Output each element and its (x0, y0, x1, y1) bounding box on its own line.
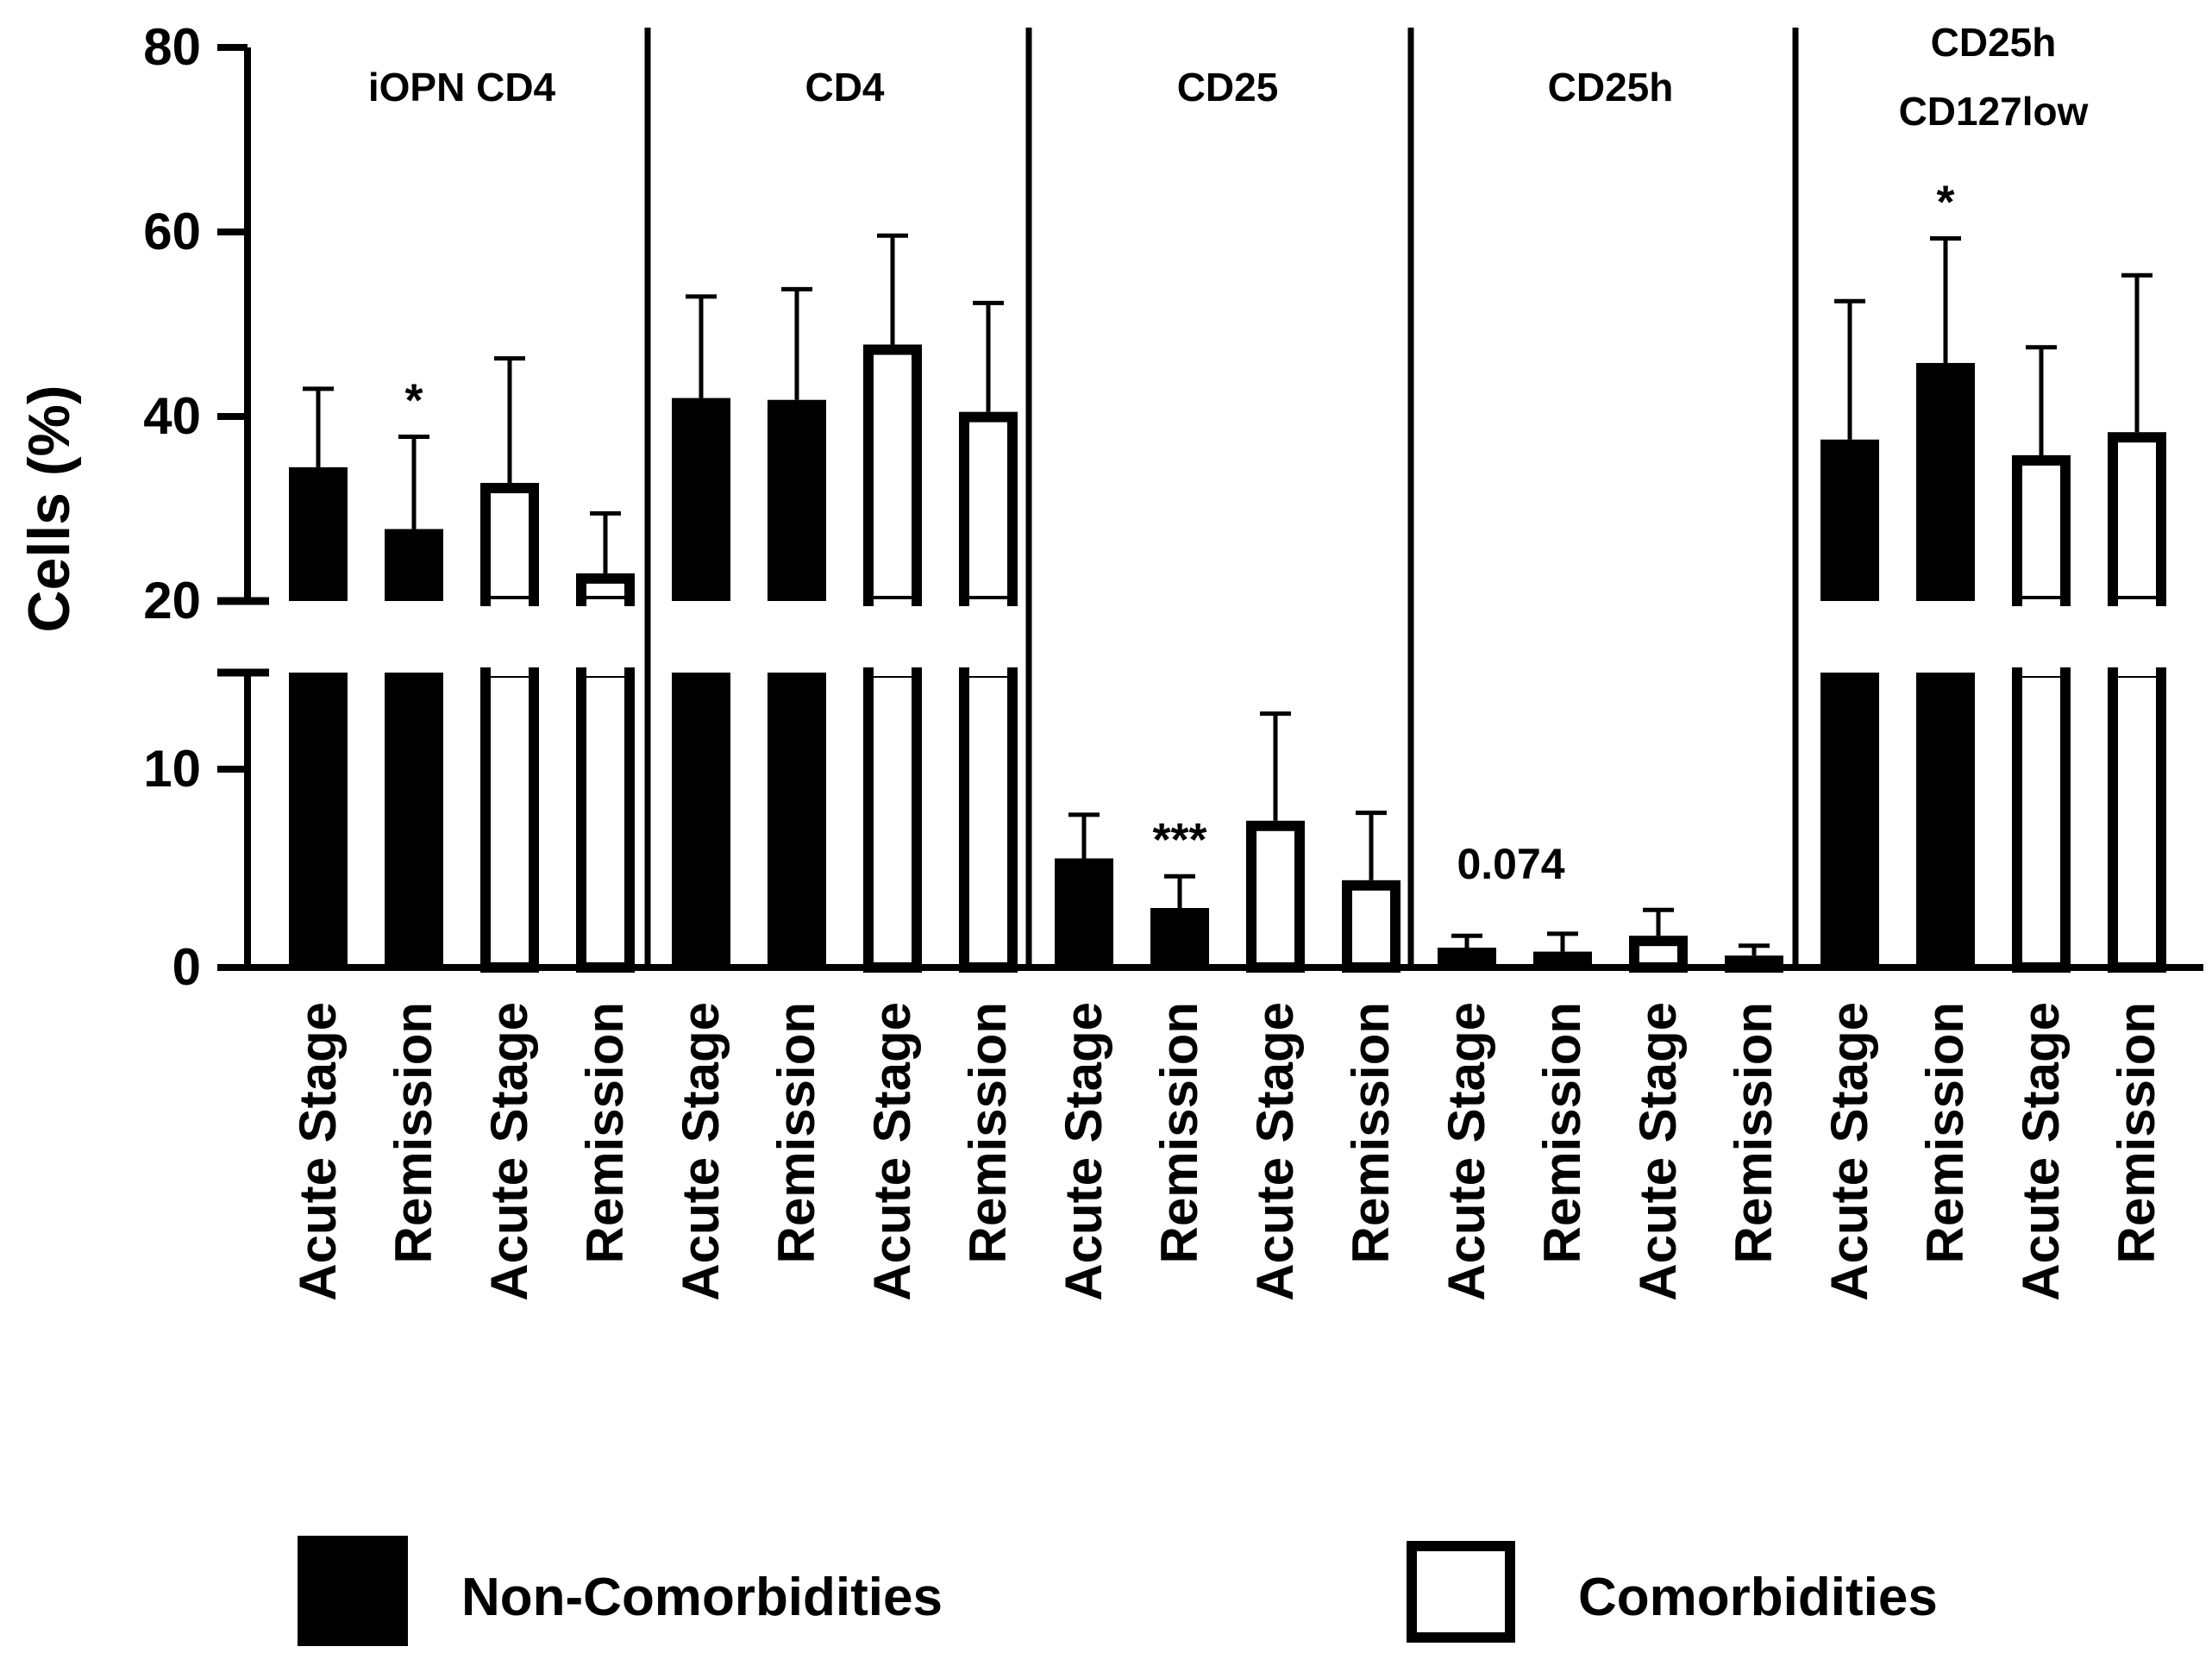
x-tick-label: Acute Stage (1438, 1002, 1495, 1301)
bar-2-4-lower (959, 667, 1018, 973)
bar-5-4-break-mask-upper (2118, 599, 2156, 606)
bar-3-2 (1150, 908, 1209, 967)
bar-2-4-break-mask-lower (969, 667, 1007, 676)
bar-2-3-lower (863, 667, 922, 973)
bar-1-3-break-mask-lower (491, 667, 529, 676)
bar-5-4-lower (2108, 667, 2166, 973)
x-tick-label: Acute Stage (1629, 1002, 1687, 1301)
bar-5-4-upper (2108, 432, 2166, 606)
x-tick-label: Remission (385, 1002, 442, 1263)
bar-5-2-lower (1916, 673, 1975, 967)
y-tick-label: 20 (143, 572, 201, 629)
group-title: CD25h (1548, 65, 1674, 110)
y-axis-label: Cells (%) (16, 385, 82, 632)
x-tick-label: Remission (768, 1002, 825, 1263)
bar-4-1 (1438, 948, 1496, 967)
x-tick-label: Remission (959, 1002, 1017, 1263)
bar-5-3-upper (2012, 454, 2071, 606)
group-title: iOPN CD4 (368, 65, 556, 110)
bar-5-3-break-mask-lower (2022, 667, 2060, 676)
group-title: CD25h (1931, 20, 2057, 65)
bar-2-4-upper (959, 411, 1018, 606)
bar-5-4-break-mask-lower (2118, 667, 2156, 676)
bar-1-3-lower (480, 667, 539, 973)
significance-annotation: 0.074 (1457, 840, 1564, 888)
bar-5-2-upper (1916, 362, 1975, 601)
bar-4-2 (1533, 951, 1592, 967)
x-tick-label: Acute Stage (1055, 1002, 1112, 1301)
legend-swatch-comorbidities (1407, 1541, 1515, 1643)
bar-2-4-break-mask-upper (969, 599, 1007, 606)
x-tick-label: Acute Stage (1246, 1002, 1304, 1301)
x-tick-label: Acute Stage (289, 1002, 347, 1301)
legend-swatch-non-comorbidities (298, 1536, 408, 1646)
x-tick-label: Remission (1150, 1002, 1208, 1263)
group-title: CD25 (1177, 65, 1279, 110)
bar-2-2-lower (768, 673, 826, 967)
bar-5-3-lower (2012, 667, 2071, 973)
y-tick-label: 0 (172, 938, 201, 996)
x-tick-label: Acute Stage (672, 1002, 730, 1301)
x-tick-label: Acute Stage (863, 1002, 921, 1301)
group-title: CD4 (805, 65, 884, 110)
bar-2-1-lower (672, 673, 730, 967)
bar-1-2-upper (385, 529, 443, 601)
bar-3-4 (1342, 880, 1401, 974)
bar-1-1-lower (289, 673, 348, 967)
x-tick-label: Remission (1342, 1002, 1400, 1263)
group-title: CD127low (1899, 89, 2089, 134)
bar-1-2-lower (385, 673, 443, 967)
bar-2-3-break-mask-upper (874, 599, 912, 606)
bar-3-3 (1246, 820, 1305, 973)
bar-4-3 (1629, 936, 1688, 973)
x-tick-label: Remission (2108, 1002, 2165, 1263)
x-tick-label: Acute Stage (480, 1002, 538, 1301)
y-tick-label: 10 (143, 740, 201, 798)
x-tick-label: Remission (1725, 1002, 1783, 1263)
x-tick-label: Remission (576, 1002, 634, 1263)
bar-1-3-break-mask-upper (491, 599, 529, 606)
x-tick-label: Acute Stage (1820, 1002, 1878, 1301)
significance-annotation: * (1936, 176, 1954, 228)
y-tick-label: 60 (143, 203, 201, 260)
bar-3-1 (1055, 858, 1113, 967)
bar-2-3-upper (863, 344, 922, 606)
x-tick-label: Acute Stage (2012, 1002, 2070, 1301)
y-tick-label: 40 (143, 387, 201, 445)
bar-1-4-break-mask-lower (586, 667, 624, 676)
y-tick-label: 80 (143, 18, 201, 76)
bar-5-1-lower (1820, 673, 1879, 967)
bar-1-4-lower (576, 667, 635, 973)
bar-1-1-upper (289, 466, 348, 601)
legend-label: Comorbidities (1578, 1568, 1938, 1627)
bar-5-3-break-mask-upper (2022, 599, 2060, 606)
significance-annotation: *** (1152, 814, 1206, 866)
bar-1-4-break-mask-upper (586, 599, 624, 606)
bar-1-4-upper (576, 573, 635, 607)
x-tick-label: Remission (1533, 1002, 1591, 1263)
legend-label: Non-Comorbidities (461, 1568, 943, 1627)
x-tick-label: Remission (1916, 1002, 1974, 1263)
significance-annotation: * (404, 375, 423, 427)
bar-2-3-break-mask-lower (874, 667, 912, 676)
bar-1-3-upper (480, 483, 539, 606)
bar-2-1-upper (672, 398, 730, 601)
bar-5-1-upper (1820, 439, 1879, 601)
bar-2-2-upper (768, 399, 826, 601)
